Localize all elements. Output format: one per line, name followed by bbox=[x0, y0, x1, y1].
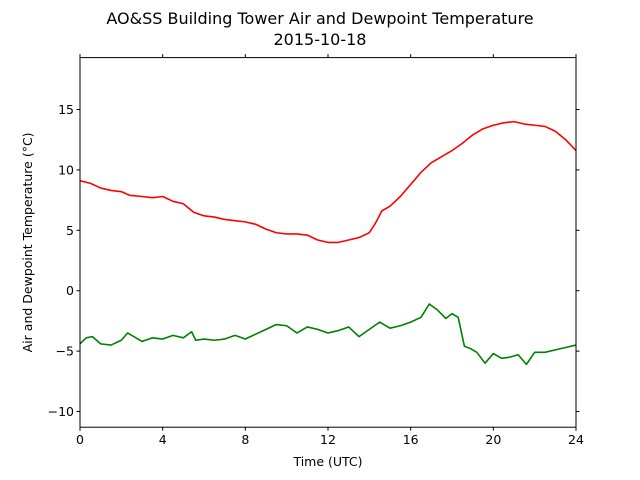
y-tick-label: 15 bbox=[58, 102, 74, 117]
series-line-1 bbox=[79, 303, 577, 366]
y-tick-label: 10 bbox=[58, 162, 74, 177]
x-tick-label: 4 bbox=[159, 432, 167, 447]
x-tick-label: 8 bbox=[241, 432, 249, 447]
series-layer bbox=[79, 120, 577, 366]
x-tick-label: 24 bbox=[568, 432, 584, 447]
y-axis-label: Air and Dewpoint Temperature (°C) bbox=[20, 132, 35, 352]
x-tick-label: 0 bbox=[76, 432, 84, 447]
plot-frame bbox=[79, 57, 577, 428]
y-tick-label: −10 bbox=[48, 404, 74, 419]
x-tick-label: 12 bbox=[320, 432, 336, 447]
x-tick-label: 20 bbox=[485, 432, 501, 447]
y-tick-label: 5 bbox=[66, 223, 74, 238]
chart-title: AO&SS Building Tower Air and Dewpoint Te… bbox=[106, 9, 533, 28]
x-axis-label: Time (UTC) bbox=[292, 454, 362, 469]
series-line-0 bbox=[79, 120, 577, 244]
tick-layer: 0 4 8 12 16 20 24 −10 −5 0 5 10 15 bbox=[48, 54, 584, 447]
chart-subtitle: 2015-10-18 bbox=[274, 30, 367, 49]
y-tick-label: 0 bbox=[66, 283, 74, 298]
y-tick-label: −5 bbox=[56, 344, 74, 359]
x-tick-label: 16 bbox=[403, 432, 419, 447]
